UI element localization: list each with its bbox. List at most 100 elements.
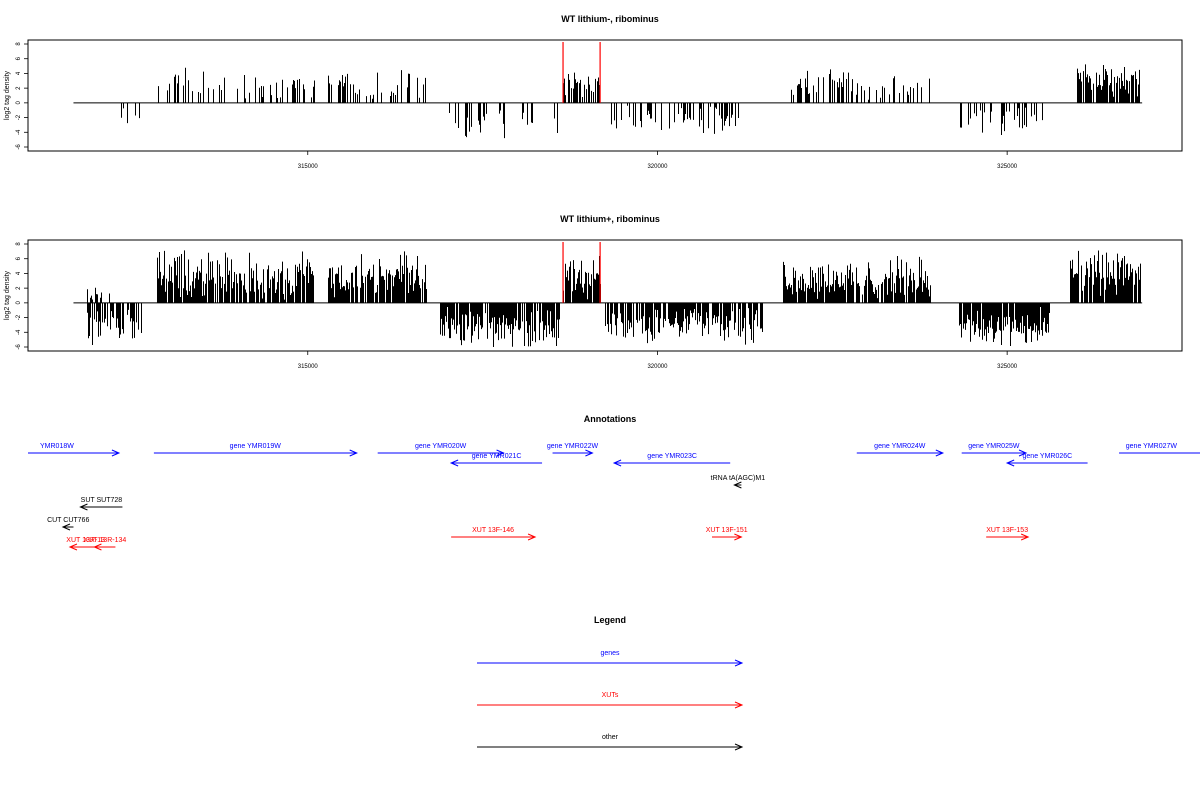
feature-genes: gene YMR019W: [153, 443, 358, 457]
panel1-frame: [27, 39, 1183, 152]
feature-genes: YMR018W: [28, 443, 121, 457]
x-tick-label: 325000: [997, 164, 1018, 170]
panel1-ylabel: log2 tag density: [4, 70, 11, 120]
y-tick-label: 6: [16, 256, 22, 260]
feature-arrow: [986, 533, 1030, 541]
legend-entry-xuts: XUTs: [477, 692, 744, 709]
y-tick-label: 0: [16, 301, 22, 305]
feature-label: XUT 13F-151: [706, 527, 748, 534]
feature-label: tRNA tA(AGC)M1: [711, 475, 766, 482]
annotation-track: YMR018W gene YMR019W gene YMR020W gene YMR0…: [28, 443, 1200, 551]
feature-arrow: [79, 503, 123, 511]
panel1-bars: [73, 64, 1143, 139]
feature-arrow: [477, 743, 744, 751]
y-tick-label: 4: [16, 271, 22, 275]
feature-label: gene YMR026C: [1023, 453, 1073, 460]
feature-arrow: [451, 533, 537, 541]
y-tick-label: 0: [16, 101, 22, 105]
feature-label: XUT 13F-153: [986, 527, 1028, 534]
feature-label: gene YMR020W: [415, 443, 467, 450]
feature-label: XUT 13F-146: [472, 527, 514, 534]
feature-label: XUT 13R-13: [66, 537, 105, 544]
x-tick-label: 325000: [997, 364, 1018, 370]
panel1-markers: [562, 42, 601, 103]
feature-label: XUT 13R-134: [84, 537, 127, 544]
feature-genes: gene YMR025W: [961, 443, 1028, 457]
x-tick-label: 315000: [298, 364, 319, 370]
feature-label: YMR018W: [40, 443, 74, 450]
feature-other: tRNA tA(AGC)M1: [711, 475, 766, 489]
panel1-title: WT lithium-, ribominus: [561, 14, 659, 24]
feature-arrow: [712, 533, 743, 541]
feature-genes: gene YMR024W: [856, 443, 945, 457]
feature-arrow: [733, 481, 742, 489]
feature-arrow: [612, 459, 731, 467]
feature-arrow: [961, 449, 1028, 457]
y-tick-label: 8: [16, 242, 22, 246]
legend-label: other: [602, 734, 619, 741]
feature-arrow: [93, 543, 116, 551]
y-tick-label: -6: [16, 144, 22, 150]
feature-arrow: [153, 449, 358, 457]
feature-arrow: [856, 449, 945, 457]
panel2-y-axis: -6 -4 -2 0 2 4 6 8: [16, 242, 28, 350]
y-tick-label: -4: [16, 129, 22, 135]
feature-label: CUT CUT766: [47, 517, 89, 524]
panel2-frame: [27, 239, 1183, 352]
feature-xuts: XUT 13F-153: [986, 527, 1030, 541]
y-tick-label: 4: [16, 71, 22, 75]
feature-arrow: [449, 459, 543, 467]
feature-arrow: [28, 449, 121, 457]
feature-label: gene YMR022W: [547, 443, 599, 450]
feature-genes: gene YMR022W: [547, 443, 599, 457]
y-tick-label: 8: [16, 42, 22, 46]
feature-arrow: [477, 659, 744, 667]
panel2-title: WT lithium+, ribominus: [560, 214, 660, 224]
feature-arrow: [377, 449, 505, 457]
panel2-bars: [73, 250, 1143, 347]
y-tick-label: -4: [16, 329, 22, 335]
legend: genes XUTs other: [477, 650, 744, 751]
legend-entry-genes: genes: [477, 650, 744, 667]
feature-genes: gene YMR023C: [612, 453, 731, 467]
feature-label: gene YMR021C: [472, 453, 522, 460]
legend-entry-other: other: [477, 734, 744, 751]
x-tick-label: 320000: [647, 364, 668, 370]
x-tick-label: 315000: [298, 164, 319, 170]
legend-label: XUTs: [602, 692, 619, 699]
feature-arrow: [61, 523, 74, 531]
panel2-x-axis: 315000 320000 325000: [298, 351, 1018, 370]
panel1-y-axis: -6 -4 -2 0 2 4 6 8: [16, 42, 28, 150]
feature-xuts: XUT 13R-134: [84, 537, 127, 551]
feature-arrow: [477, 701, 744, 709]
panel2-ylabel: log2 tag density: [4, 270, 11, 320]
feature-label: gene YMR019W: [230, 443, 282, 450]
feature-label: SUT SUT728: [81, 497, 123, 504]
panel1-x-axis: 315000 320000 325000: [298, 151, 1018, 170]
feature-genes: gene YMR026C: [1005, 453, 1088, 467]
feature-xuts: XUT 13F-151: [706, 527, 748, 541]
legend-title: Legend: [594, 615, 626, 625]
y-tick-label: 2: [16, 286, 22, 290]
feature-label: gene YMR024W: [874, 443, 926, 450]
feature-genes: gene YMR020W: [377, 443, 505, 457]
feature-genes: gene YMR027W: [1119, 443, 1200, 454]
feature-other: SUT SUT728: [79, 497, 123, 511]
feature-arrow: [552, 449, 594, 457]
feature-label: gene YMR025W: [968, 443, 1020, 450]
feature-arrow: [1005, 459, 1088, 467]
feature-label: gene YMR027W: [1126, 443, 1178, 450]
y-tick-label: 6: [16, 56, 22, 60]
legend-label: genes: [600, 650, 620, 657]
y-tick-label: -6: [16, 344, 22, 350]
feature-xuts: XUT 13F-146: [451, 527, 537, 541]
feature-other: CUT CUT766: [47, 517, 89, 531]
panel2-markers: [562, 242, 601, 303]
x-tick-label: 320000: [647, 164, 668, 170]
y-tick-label: -2: [16, 114, 22, 120]
feature-genes: gene YMR021C: [449, 453, 543, 467]
y-tick-label: -2: [16, 314, 22, 320]
y-tick-label: 2: [16, 86, 22, 90]
feature-label: gene YMR023C: [647, 453, 697, 460]
